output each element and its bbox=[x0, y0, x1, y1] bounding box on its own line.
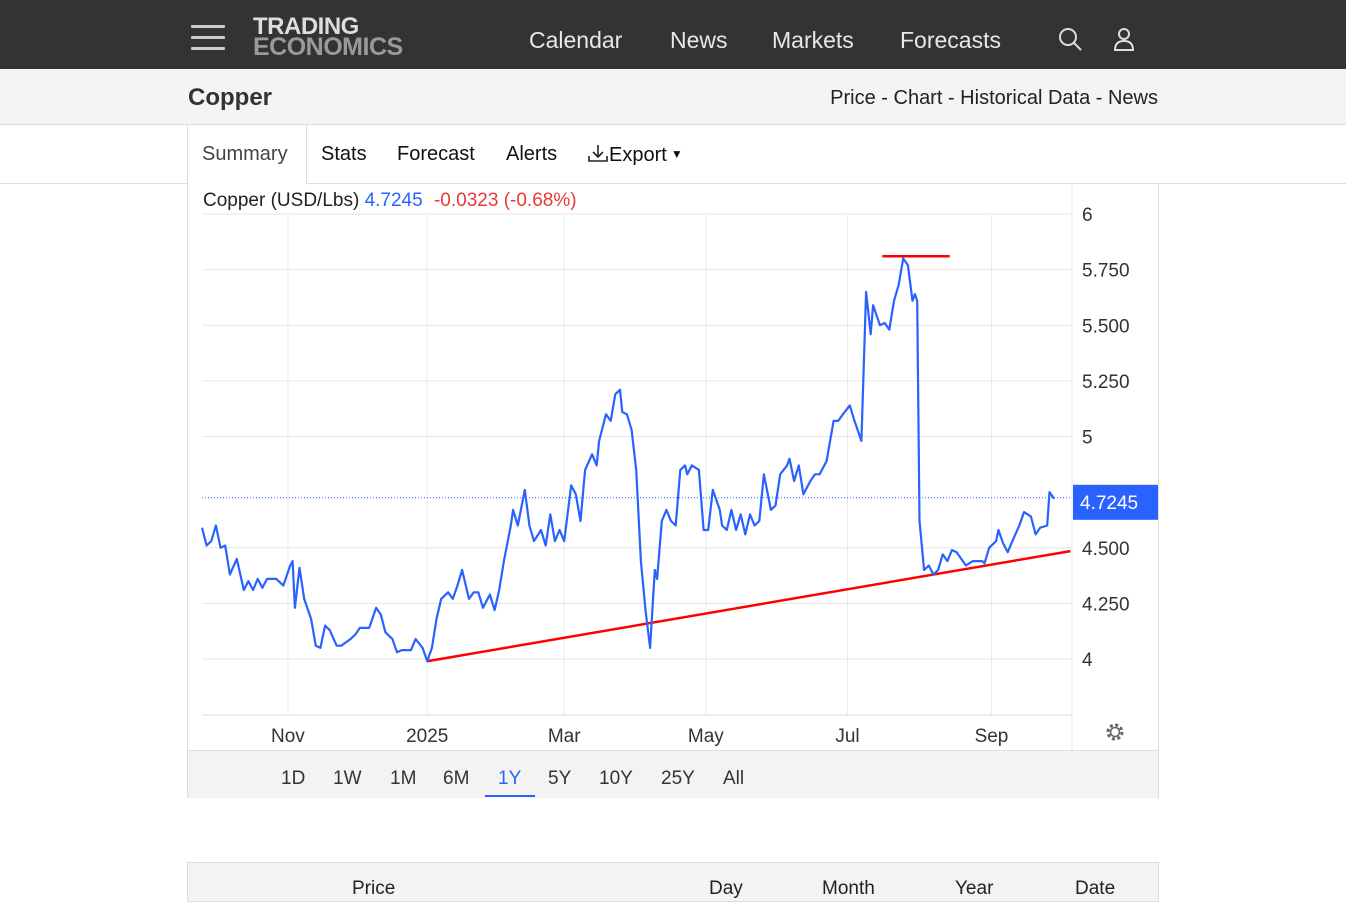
tab-stats[interactable]: Stats bbox=[321, 143, 367, 165]
range-1y[interactable]: 1Y bbox=[498, 768, 522, 789]
legend-change: -0.0323 (-0.68%) bbox=[433, 190, 577, 211]
support-trendline bbox=[427, 549, 1071, 663]
section-links[interactable]: Price - Chart - Historical Data - News bbox=[830, 87, 1158, 109]
last-price-box bbox=[1073, 484, 1158, 520]
y-tick-label: 4.250 bbox=[1082, 594, 1130, 615]
col-year: Year bbox=[955, 878, 994, 899]
tabs-row bbox=[0, 125, 1346, 184]
col-price: Price bbox=[352, 878, 396, 899]
nav-markets[interactable]: Markets bbox=[772, 27, 854, 53]
table-header bbox=[187, 862, 1159, 902]
x-tick-label: Jul bbox=[835, 726, 859, 747]
x-tick-label: May bbox=[688, 726, 724, 747]
range-all[interactable]: All bbox=[723, 768, 745, 789]
y-tick-label: 4.500 bbox=[1082, 539, 1130, 560]
price-series-line bbox=[200, 257, 1056, 663]
range-6m[interactable]: 6M bbox=[443, 768, 470, 789]
range-1m[interactable]: 1M bbox=[390, 768, 417, 789]
selected-range-underline bbox=[485, 795, 535, 797]
y-tick-label: 6 bbox=[1082, 205, 1093, 226]
export-dropdown[interactable]: Export ▼ bbox=[587, 143, 683, 167]
active-tab-frame bbox=[187, 125, 307, 185]
range-10y[interactable]: 10Y bbox=[599, 768, 633, 789]
price-chart[interactable]: 4 4.250 4.500 5 5.250 5.500 5.750 6 Nov 2025 Mar Ma… bbox=[188, 184, 1158, 750]
search-icon[interactable] bbox=[1057, 26, 1083, 52]
settings-gear-icon[interactable] bbox=[1106, 723, 1124, 741]
range-5y[interactable]: 5Y bbox=[548, 768, 572, 789]
chart-legend: Copper (USD/Lbs) 4.7245 -0.0323 (-0.68%) bbox=[203, 190, 577, 212]
range-selector bbox=[188, 750, 1158, 798]
user-icon[interactable] bbox=[1112, 26, 1138, 52]
y-tick-label: 4 bbox=[1082, 650, 1093, 671]
x-tick-label: Sep bbox=[975, 726, 1009, 747]
col-day: Day bbox=[709, 878, 743, 899]
nav-news[interactable]: News bbox=[670, 27, 728, 53]
logo[interactable]: TRADING ECONOMICS bbox=[253, 13, 403, 61]
y-tick-label: 5.250 bbox=[1082, 372, 1130, 393]
caret-down-icon: ▼ bbox=[670, 147, 683, 161]
y-tick-label: 5 bbox=[1082, 428, 1093, 449]
export-label: Export bbox=[609, 144, 667, 166]
page-title: Copper bbox=[188, 84, 272, 111]
x-tick-label: Mar bbox=[548, 726, 581, 747]
tab-summary[interactable]: Summary bbox=[202, 143, 288, 165]
col-month: Month bbox=[822, 878, 875, 899]
top-navbar bbox=[0, 0, 1346, 69]
download-icon bbox=[588, 145, 608, 162]
nav-forecasts[interactable]: Forecasts bbox=[900, 27, 1001, 53]
x-tick-label: 2025 bbox=[406, 726, 448, 747]
last-price-label: 4.7245 bbox=[1080, 493, 1138, 514]
hamburger-menu-icon[interactable] bbox=[191, 25, 225, 51]
range-1d[interactable]: 1D bbox=[281, 768, 306, 789]
tab-alerts[interactable]: Alerts bbox=[506, 143, 558, 165]
nav-calendar[interactable]: Calendar bbox=[529, 27, 623, 53]
y-tick-label: 5.500 bbox=[1082, 316, 1130, 337]
subheader bbox=[0, 69, 1346, 125]
range-1w[interactable]: 1W bbox=[333, 768, 362, 789]
legend-name: Copper (USD/Lbs) bbox=[203, 190, 360, 211]
tab-forecast[interactable]: Forecast bbox=[397, 143, 475, 165]
legend-price: 4.7245 bbox=[364, 190, 423, 211]
x-tick-label: Nov bbox=[271, 726, 305, 747]
y-tick-label: 5.750 bbox=[1082, 261, 1130, 282]
col-date: Date bbox=[1075, 878, 1116, 899]
range-25y[interactable]: 25Y bbox=[661, 768, 695, 789]
